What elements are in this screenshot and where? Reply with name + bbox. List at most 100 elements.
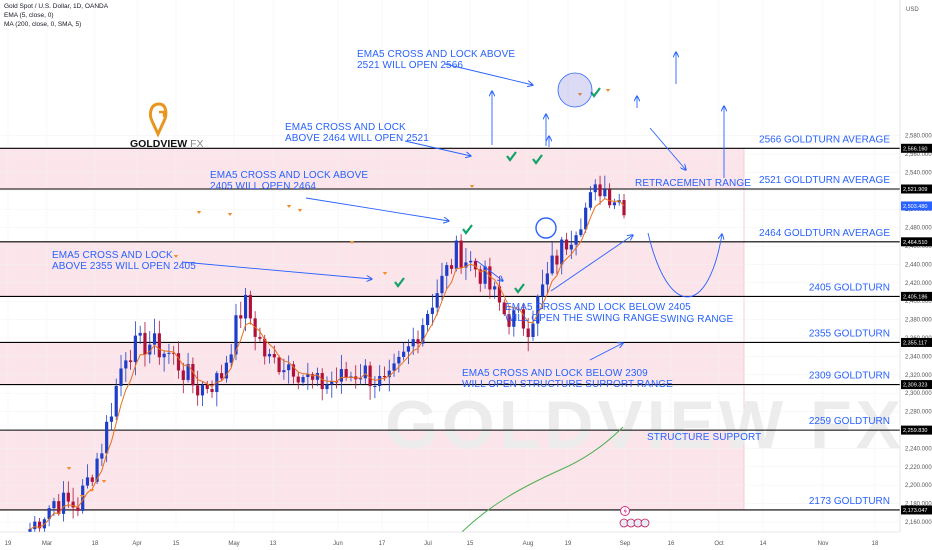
current-price-tag: 2,503.480 <box>903 204 927 210</box>
pink-zone-1 <box>0 241 744 297</box>
highlight-circle-small <box>535 217 557 239</box>
candle-body <box>176 353 181 371</box>
check-icon <box>462 224 473 235</box>
price-tag-bg-1 <box>901 184 932 194</box>
candle-body <box>291 364 296 377</box>
ma-200-line <box>461 426 624 533</box>
price-axis[interactable] <box>900 0 932 532</box>
candle-body <box>229 354 233 363</box>
price-tag-3: 2,405.186 <box>903 294 927 300</box>
candle-body <box>52 501 56 509</box>
candle-body <box>392 363 396 371</box>
candle-body <box>239 315 243 319</box>
annotation-text-3: EMA5 CROSS AND LOCK <box>52 250 173 261</box>
price-tag-bg-7 <box>901 505 932 515</box>
annotation-text-0: 2521 WILL OPEN 2566 <box>357 60 463 71</box>
us-flag-event-icon[interactable] <box>640 518 650 528</box>
candle-body <box>464 262 468 268</box>
candle-body <box>148 344 152 355</box>
logo-word-goldview: GOLDVIEW <box>130 138 188 150</box>
candle-body <box>124 360 128 369</box>
candle-body <box>330 381 334 385</box>
price-tag-5: 2,309.323 <box>903 383 927 389</box>
candle-body <box>560 239 564 265</box>
candle-body <box>435 293 439 308</box>
candle-body <box>493 286 497 290</box>
price-tick-15: 2,460.000 <box>905 244 932 250</box>
annotation-text-2: EMA5 CROSS AND LOCK ABOVE <box>210 170 368 181</box>
time-tick-9: Jul <box>424 541 432 547</box>
candle-body <box>162 353 166 358</box>
annotation-text-6: RETRACEMENT RANGE <box>635 178 751 189</box>
signal-triangle-12 <box>577 93 583 96</box>
event-icons[interactable] <box>619 506 650 528</box>
candle-body <box>320 373 324 390</box>
candle-body <box>430 307 434 314</box>
check-icon <box>514 283 525 294</box>
candle-body <box>459 240 463 268</box>
annotation-text-1: ABOVE 2464 WILL OPEN 2521 <box>285 133 429 144</box>
candle-body <box>296 376 300 383</box>
candle-body <box>550 255 554 274</box>
time-tick-11: Aug <box>523 541 534 547</box>
price-axis-tags: 2,566.160 2,521.909 2,464.510 2,405.186 2,35… <box>901 143 932 515</box>
candle-body <box>416 339 420 344</box>
candle-body <box>191 363 195 386</box>
candle-body <box>277 357 281 373</box>
candle-body <box>210 389 214 393</box>
candle-body <box>526 328 530 337</box>
candle-body <box>282 370 286 373</box>
price-tick-3: 2,220.000 <box>905 465 932 471</box>
annotation-text-4: WILL OPEN THE SWING RANGE <box>505 313 659 324</box>
candle-body <box>588 192 593 208</box>
annotation-text-1: EMA5 CROSS AND LOCK <box>285 122 406 133</box>
price-tag-bg-0 <box>901 143 932 153</box>
candle-body <box>540 284 545 297</box>
signal-triangle-4 <box>173 255 179 258</box>
candle-body <box>507 314 511 327</box>
candle-body <box>406 346 411 352</box>
candle-body <box>119 368 123 386</box>
time-tick-2: 18 <box>92 541 99 547</box>
signal-triangle-10 <box>382 272 388 275</box>
candle-body <box>454 240 458 269</box>
price-tick-11: 2,380.000 <box>905 318 932 324</box>
candle-body <box>440 275 444 294</box>
candle-body <box>569 244 573 250</box>
signal-triangle-3 <box>101 480 107 483</box>
signal-triangle-7 <box>286 205 292 208</box>
price-tick-12: 2,400.000 <box>905 299 932 305</box>
price-tick-19: 2,540.000 <box>905 170 932 176</box>
candle-body <box>382 376 387 378</box>
signal-triangle-1 <box>79 495 85 498</box>
price-tag-1: 2,521.909 <box>903 187 927 193</box>
candle-body <box>469 260 473 263</box>
flash-glyph-icon <box>623 507 627 515</box>
candle-body <box>425 313 430 326</box>
price-tick-8: 2,320.000 <box>905 373 932 379</box>
arrow-12 <box>476 260 503 281</box>
annotation-text-5: WILL OPEN STRUCTURE SUPPORT RANGE <box>462 379 673 390</box>
candle-body <box>105 421 109 454</box>
logo-mark-icon <box>149 102 168 138</box>
signal-triangle-9 <box>349 241 355 244</box>
candle-body <box>521 309 526 329</box>
ema-indicator-label[interactable]: EMA (5, close, 0) <box>4 12 54 19</box>
candle-body <box>66 492 70 502</box>
candle-body <box>598 184 602 197</box>
ma-indicator-label[interactable]: MA (200, close, 0, SMA, 5) <box>4 21 82 28</box>
candle-body <box>402 351 406 357</box>
price-tag-bg-6 <box>901 425 932 435</box>
logo-word-fx: FX <box>190 138 204 150</box>
candle-body <box>574 235 578 245</box>
currency-label: USD <box>906 7 919 13</box>
time-axis[interactable] <box>0 532 932 550</box>
time-tick-17: Nov <box>818 541 829 547</box>
candle-body <box>478 269 482 284</box>
candle-body <box>128 360 133 363</box>
symbol-title[interactable]: Gold Spot / U.S. Dollar, 1D, OANDA <box>4 3 109 10</box>
candle-body <box>263 338 267 357</box>
candle-body <box>243 294 248 319</box>
candle-body <box>311 374 315 380</box>
